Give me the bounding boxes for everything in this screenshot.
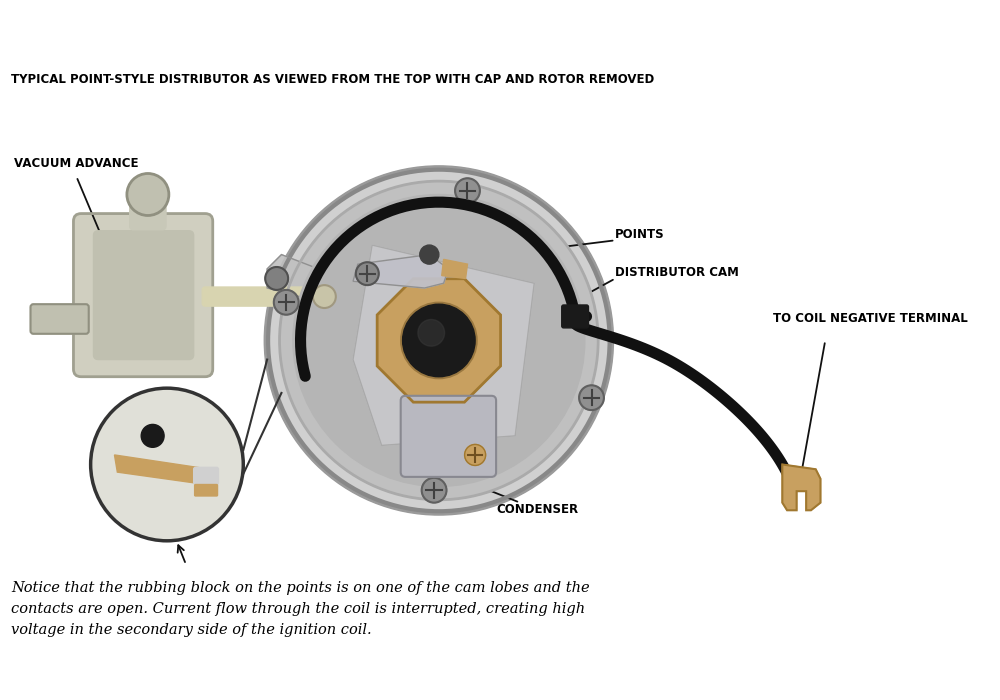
Circle shape (356, 262, 379, 285)
Circle shape (265, 267, 288, 290)
FancyBboxPatch shape (202, 287, 322, 306)
Circle shape (401, 302, 477, 379)
Circle shape (455, 178, 480, 203)
Text: CONDENSER: CONDENSER (496, 503, 578, 516)
FancyBboxPatch shape (130, 184, 166, 230)
Circle shape (264, 166, 613, 515)
FancyBboxPatch shape (73, 214, 213, 377)
Text: DISTRIBUTOR CAM: DISTRIBUTOR CAM (615, 266, 739, 279)
Circle shape (418, 319, 445, 346)
Polygon shape (377, 279, 501, 402)
Text: TO COIL NEGATIVE TERMINAL: TO COIL NEGATIVE TERMINAL (773, 312, 968, 325)
Polygon shape (353, 245, 534, 445)
Circle shape (313, 285, 336, 308)
FancyBboxPatch shape (194, 468, 218, 484)
FancyBboxPatch shape (31, 304, 89, 334)
Circle shape (403, 304, 475, 377)
Circle shape (280, 181, 598, 500)
Circle shape (91, 389, 243, 541)
Circle shape (420, 245, 439, 264)
Polygon shape (442, 260, 467, 279)
FancyBboxPatch shape (401, 395, 496, 477)
Circle shape (127, 174, 169, 216)
Text: TYPICAL POINT-STYLE DISTRIBUTOR AS VIEWED FROM THE TOP WITH CAP AND ROTOR REMOVE: TYPICAL POINT-STYLE DISTRIBUTOR AS VIEWE… (11, 74, 655, 86)
Circle shape (465, 444, 486, 466)
Text: Notice that the rubbing block on the points is on one of the cam lobes and the: Notice that the rubbing block on the poi… (11, 581, 590, 595)
FancyBboxPatch shape (93, 231, 194, 360)
Circle shape (268, 169, 610, 511)
Circle shape (422, 478, 446, 503)
Polygon shape (782, 465, 820, 510)
FancyBboxPatch shape (195, 484, 218, 496)
Text: POINTS: POINTS (615, 228, 665, 241)
Circle shape (579, 385, 604, 410)
FancyBboxPatch shape (562, 305, 588, 328)
Circle shape (141, 424, 164, 447)
Polygon shape (114, 455, 213, 486)
Polygon shape (353, 255, 448, 288)
Text: contacts are open. Current flow through the coil is interrupted, creating high: contacts are open. Current flow through … (11, 602, 586, 616)
Circle shape (274, 290, 299, 315)
Text: voltage in the secondary side of the ignition coil.: voltage in the secondary side of the ign… (11, 623, 372, 637)
Text: VACUUM ADVANCE: VACUUM ADVANCE (14, 158, 139, 170)
Polygon shape (267, 255, 348, 307)
Circle shape (293, 195, 585, 486)
